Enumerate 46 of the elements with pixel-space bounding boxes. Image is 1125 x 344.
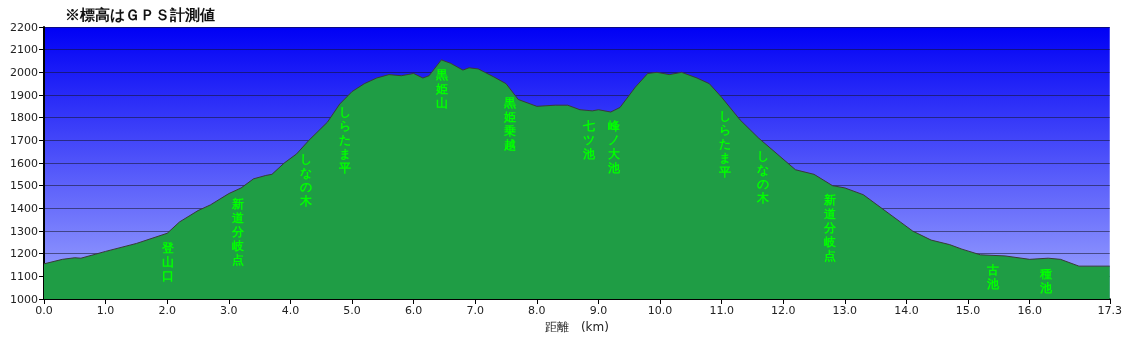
annotation: 黒姫乗越 <box>502 96 517 153</box>
y-tick-label: 1800 <box>10 111 38 125</box>
y-tick-label: 2200 <box>10 20 38 34</box>
x-tick-label: 11.0 <box>709 304 734 317</box>
x-tick-label: 7.0 <box>466 304 484 317</box>
x-tick-label: 3.0 <box>220 304 238 317</box>
y-tick-label: 2000 <box>10 65 38 79</box>
x-tick-label: 2.0 <box>158 304 176 317</box>
annotation: 七ツ池 <box>582 118 597 161</box>
x-tick-label: 15.0 <box>955 304 981 317</box>
x-tick-label: 16.0 <box>1017 304 1042 317</box>
y-tick-label: 1600 <box>10 156 38 170</box>
annotation: しなの木 <box>298 151 313 208</box>
y-tick-label: 1300 <box>10 224 38 238</box>
annotation: 古池 <box>985 263 1000 292</box>
annotation: 峰ノ大池 <box>606 119 621 176</box>
y-tick-label: 1500 <box>10 179 38 193</box>
x-tick-label: 1.0 <box>96 304 115 317</box>
x-tick-label: 17.3 <box>1097 304 1122 317</box>
x-tick-label: 4.0 <box>281 304 300 317</box>
annotation: 黒姫山 <box>434 67 449 110</box>
x-tick-label: 10.0 <box>647 304 673 317</box>
x-axis-title: 距離 (km) <box>544 320 609 334</box>
x-tick-label: 12.0 <box>771 304 796 317</box>
y-tick-label: 2100 <box>10 43 38 57</box>
x-tick-label: 14.0 <box>894 304 919 317</box>
x-tick-label: 6.0 <box>404 304 423 317</box>
y-tick-label: 1400 <box>10 201 38 215</box>
y-tick-label: 1900 <box>10 88 38 102</box>
annotation: 新道分岐点 <box>823 192 838 263</box>
x-tick-label: 8.0 <box>528 304 546 317</box>
x-tick-label: 0.0 <box>35 304 53 317</box>
annotation: しらたま平 <box>338 105 353 176</box>
annotation: しらたま平 <box>717 108 732 179</box>
x-tick-label: 13.0 <box>832 304 858 317</box>
annotation: しなの木 <box>755 149 770 206</box>
y-tick-label: 1700 <box>10 133 38 147</box>
annotation: 登山口 <box>161 240 176 283</box>
y-tick-label: 1200 <box>10 247 38 261</box>
x-tick-label: 9.0 <box>589 304 608 317</box>
chart-title: ※標高はＧＰＳ計測値 <box>65 5 215 23</box>
annotation: 種池 <box>1038 266 1053 295</box>
y-tick-label: 1000 <box>10 292 38 306</box>
x-tick-label: 5.0 <box>343 304 361 317</box>
annotation: 新道分岐点 <box>231 197 246 268</box>
y-tick-label: 1100 <box>10 269 38 283</box>
